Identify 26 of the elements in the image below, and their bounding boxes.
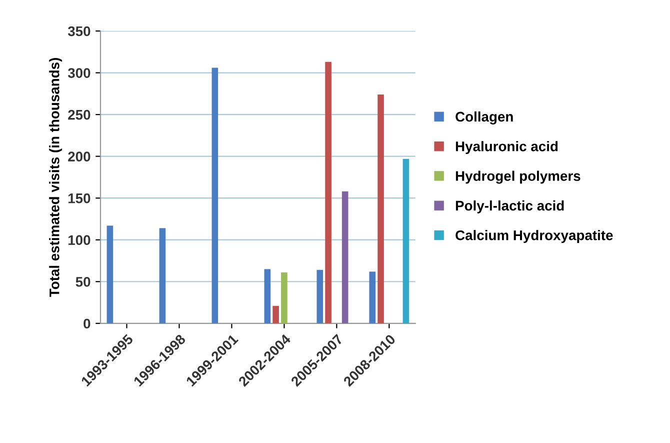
- y-tick-label: 350: [68, 26, 90, 36]
- bar: [402, 158, 410, 324]
- y-tick-label: 150: [68, 193, 90, 204]
- bar: [272, 306, 279, 324]
- bar: [342, 191, 348, 324]
- bar: [325, 62, 332, 324]
- bar: [159, 228, 166, 324]
- legend-label: Hydrogel polymers: [456, 170, 580, 184]
- bar: [281, 272, 288, 324]
- legend-label: Hyaluronic acid: [456, 141, 558, 154]
- bar: [106, 226, 114, 324]
- y-tick-label: 200: [68, 152, 90, 162]
- y-tick-label: 0: [84, 318, 90, 329]
- y-tick-label: 250: [68, 110, 90, 120]
- legend-label: Calcium Hydroxyapatite: [456, 230, 613, 243]
- y-tick-label: 50: [76, 276, 90, 287]
- bar: [212, 68, 218, 324]
- bar: [378, 94, 384, 324]
- legend-label: Collagen: [456, 111, 513, 124]
- y-axis-title: Total estimated visits (in thousands): [49, 58, 62, 297]
- bar: [264, 269, 271, 324]
- y-tick-label: 100: [68, 235, 90, 246]
- y-tick-label: 300: [68, 68, 90, 78]
- legend-label: Poly-l-lactic acid: [456, 200, 564, 214]
- bar: [369, 272, 376, 324]
- bar: [316, 270, 324, 324]
